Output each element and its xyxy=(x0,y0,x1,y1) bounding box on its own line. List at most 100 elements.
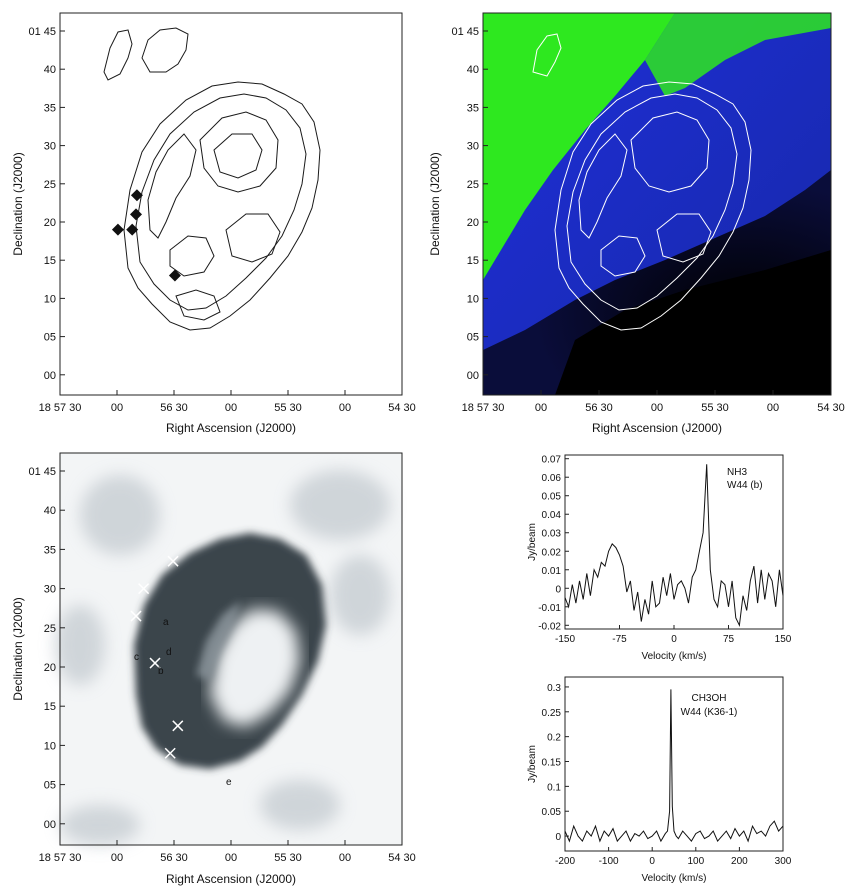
x-tick-label: 56 30 xyxy=(160,402,188,414)
y-tick-label: 30 xyxy=(44,141,56,153)
y-tick-label: 25 xyxy=(467,179,479,191)
y-tick-label: 0.25 xyxy=(542,708,562,719)
y-tick-label: 25 xyxy=(44,623,56,635)
x-tick-label: 00 xyxy=(339,852,351,864)
x-tick-label: 00 xyxy=(111,852,123,864)
x-tick-label: 18 57 30 xyxy=(462,402,505,414)
spectrum-nh3: -150 -75 0 75 150 0.07 0.06 0.05 0.04 0.03 0.02 0.0… xyxy=(527,454,792,662)
y-tick-label: 0.1 xyxy=(547,782,561,793)
y-tick-label: 0.3 xyxy=(547,683,561,694)
y-tick-label: 10 xyxy=(44,293,56,305)
x-tick-label: 00 xyxy=(111,402,123,414)
x-tick-label: 300 xyxy=(775,856,792,867)
panel-bottom-left: a b c d e 01 45 40 35 30 25 20 15 10 05 00 18 57 … xyxy=(11,452,416,886)
annotation-label: d xyxy=(166,647,172,658)
y-tick-label: 05 xyxy=(44,780,56,792)
y-tick-label: 01 45 xyxy=(28,26,56,38)
plot-frame xyxy=(564,676,784,852)
y-tick-label: 0.07 xyxy=(542,455,562,466)
source-x-marker xyxy=(130,610,142,622)
faint-diffuse-emission xyxy=(55,470,390,845)
y-tick-label: 05 xyxy=(44,332,56,344)
x-tick-label: -200 xyxy=(555,856,575,867)
y-tick-label: 0.05 xyxy=(542,492,562,503)
y-tick-label: 0.02 xyxy=(542,547,562,558)
annotation-label: c xyxy=(134,652,139,663)
y-tick-label: 01 45 xyxy=(451,26,479,38)
y-tick-label: -0.01 xyxy=(538,603,561,614)
x-tick-label: -100 xyxy=(599,856,619,867)
y-tick-label: 0 xyxy=(555,584,561,595)
y-tick-label: 15 xyxy=(467,255,479,267)
x-tick-label: 18 57 30 xyxy=(39,402,82,414)
x-tick-labels: 18 57 30 00 56 30 00 55 30 00 54 30 xyxy=(39,840,416,864)
x-tick-label: -75 xyxy=(612,634,627,645)
x-tick-label: 54 30 xyxy=(817,402,845,414)
x-tick-label: 54 30 xyxy=(388,402,416,414)
remnant-interior xyxy=(210,609,300,727)
y-tick-label: 00 xyxy=(44,370,56,382)
source-x-marker xyxy=(149,657,161,669)
panel-top-left: 01 45 40 35 30 25 20 15 10 05 00 18 57 30 00 56 30 0… xyxy=(11,12,416,435)
x-tick-labels: 18 57 30 00 56 30 00 55 30 00 54 30 xyxy=(462,390,845,414)
y-tick-label: 0.15 xyxy=(542,758,562,769)
source-label: W44 (K36-1) xyxy=(681,707,738,718)
y-tick-label: 10 xyxy=(44,740,56,752)
maser-marker-group xyxy=(111,189,181,282)
x-tick-label: 00 xyxy=(225,402,237,414)
y-tick-label: 0.03 xyxy=(542,529,562,540)
source-annotations: a b c d e xyxy=(134,617,232,788)
x-tick-label: 55 30 xyxy=(701,402,729,414)
y-tick-label: 20 xyxy=(467,217,479,229)
x-tick-label: 150 xyxy=(775,634,792,645)
y-tick-label: 40 xyxy=(467,64,479,76)
source-x-marker xyxy=(167,555,179,567)
y-tick-label: 30 xyxy=(44,584,56,596)
y-tick-label: 15 xyxy=(44,255,56,267)
source-label: W44 (b) xyxy=(727,480,763,491)
x-axis-label: Right Ascension (J2000) xyxy=(166,872,296,886)
y-tick-label: 0.01 xyxy=(542,566,562,577)
spectrum-line xyxy=(564,464,784,628)
x-tick-label: 0 xyxy=(649,856,655,867)
x-tick-label: 00 xyxy=(651,402,663,414)
x-tick-label: 56 30 xyxy=(160,852,188,864)
y-tick-labels: 01 45 40 35 30 25 20 15 10 05 00 xyxy=(28,26,65,382)
y-tick-label: 35 xyxy=(467,102,479,114)
plot-frame xyxy=(564,454,784,630)
annotation-label: e xyxy=(226,777,232,788)
y-tick-label: 40 xyxy=(44,64,56,76)
x-tick-label: 00 xyxy=(225,852,237,864)
spectrum-ch3oh: -200 -100 0 100 200 300 0.3 0.25 0.2 0.15 0.1 0.05 0… xyxy=(527,676,792,884)
y-axis-label: Jy/beam xyxy=(527,523,538,561)
maser-diamond-marker xyxy=(130,208,142,221)
x-axis-label: Right Ascension (J2000) xyxy=(166,421,296,435)
y-tick-label: 0.05 xyxy=(542,807,562,818)
x-tick-label: 75 xyxy=(723,634,735,645)
y-tick-label: 30 xyxy=(467,141,479,153)
y-tick-label: 00 xyxy=(467,370,479,382)
y-axis-label: Declination (J2000) xyxy=(11,152,25,255)
annotation-label: a xyxy=(163,617,169,628)
tick-group: -150 -75 0 75 150 0.07 0.06 0.05 0.04 0.03 0.02 0.0… xyxy=(538,455,792,645)
y-tick-label: 0.06 xyxy=(542,473,562,484)
green-emission-region-upper xyxy=(645,13,831,96)
tick-group: -200 -100 0 100 200 300 0.3 0.25 0.2 0.15 0.1 0.05 0 xyxy=(542,683,792,867)
remnant-inner-filament xyxy=(196,601,240,681)
x-tick-label: 00 xyxy=(767,402,779,414)
green-emission-region xyxy=(483,13,675,280)
x-tick-label: 56 30 xyxy=(585,402,613,414)
y-tick-label: 25 xyxy=(44,179,56,191)
y-tick-label: 0.2 xyxy=(547,733,561,744)
y-tick-label: 10 xyxy=(467,293,479,305)
y-tick-label: 0.04 xyxy=(542,510,562,521)
source-x-marker xyxy=(138,583,150,595)
x-tick-label: 00 xyxy=(339,402,351,414)
annotation-label: b xyxy=(158,666,164,677)
y-tick-label: 00 xyxy=(44,819,56,831)
y-tick-labels: 01 45 40 35 30 25 20 15 10 05 00 xyxy=(28,466,65,831)
x-tick-label: 55 30 xyxy=(274,852,302,864)
x-tick-label: 55 30 xyxy=(274,402,302,414)
x-tick-label: 100 xyxy=(687,856,704,867)
x-axis-label: Velocity (km/s) xyxy=(641,651,706,662)
